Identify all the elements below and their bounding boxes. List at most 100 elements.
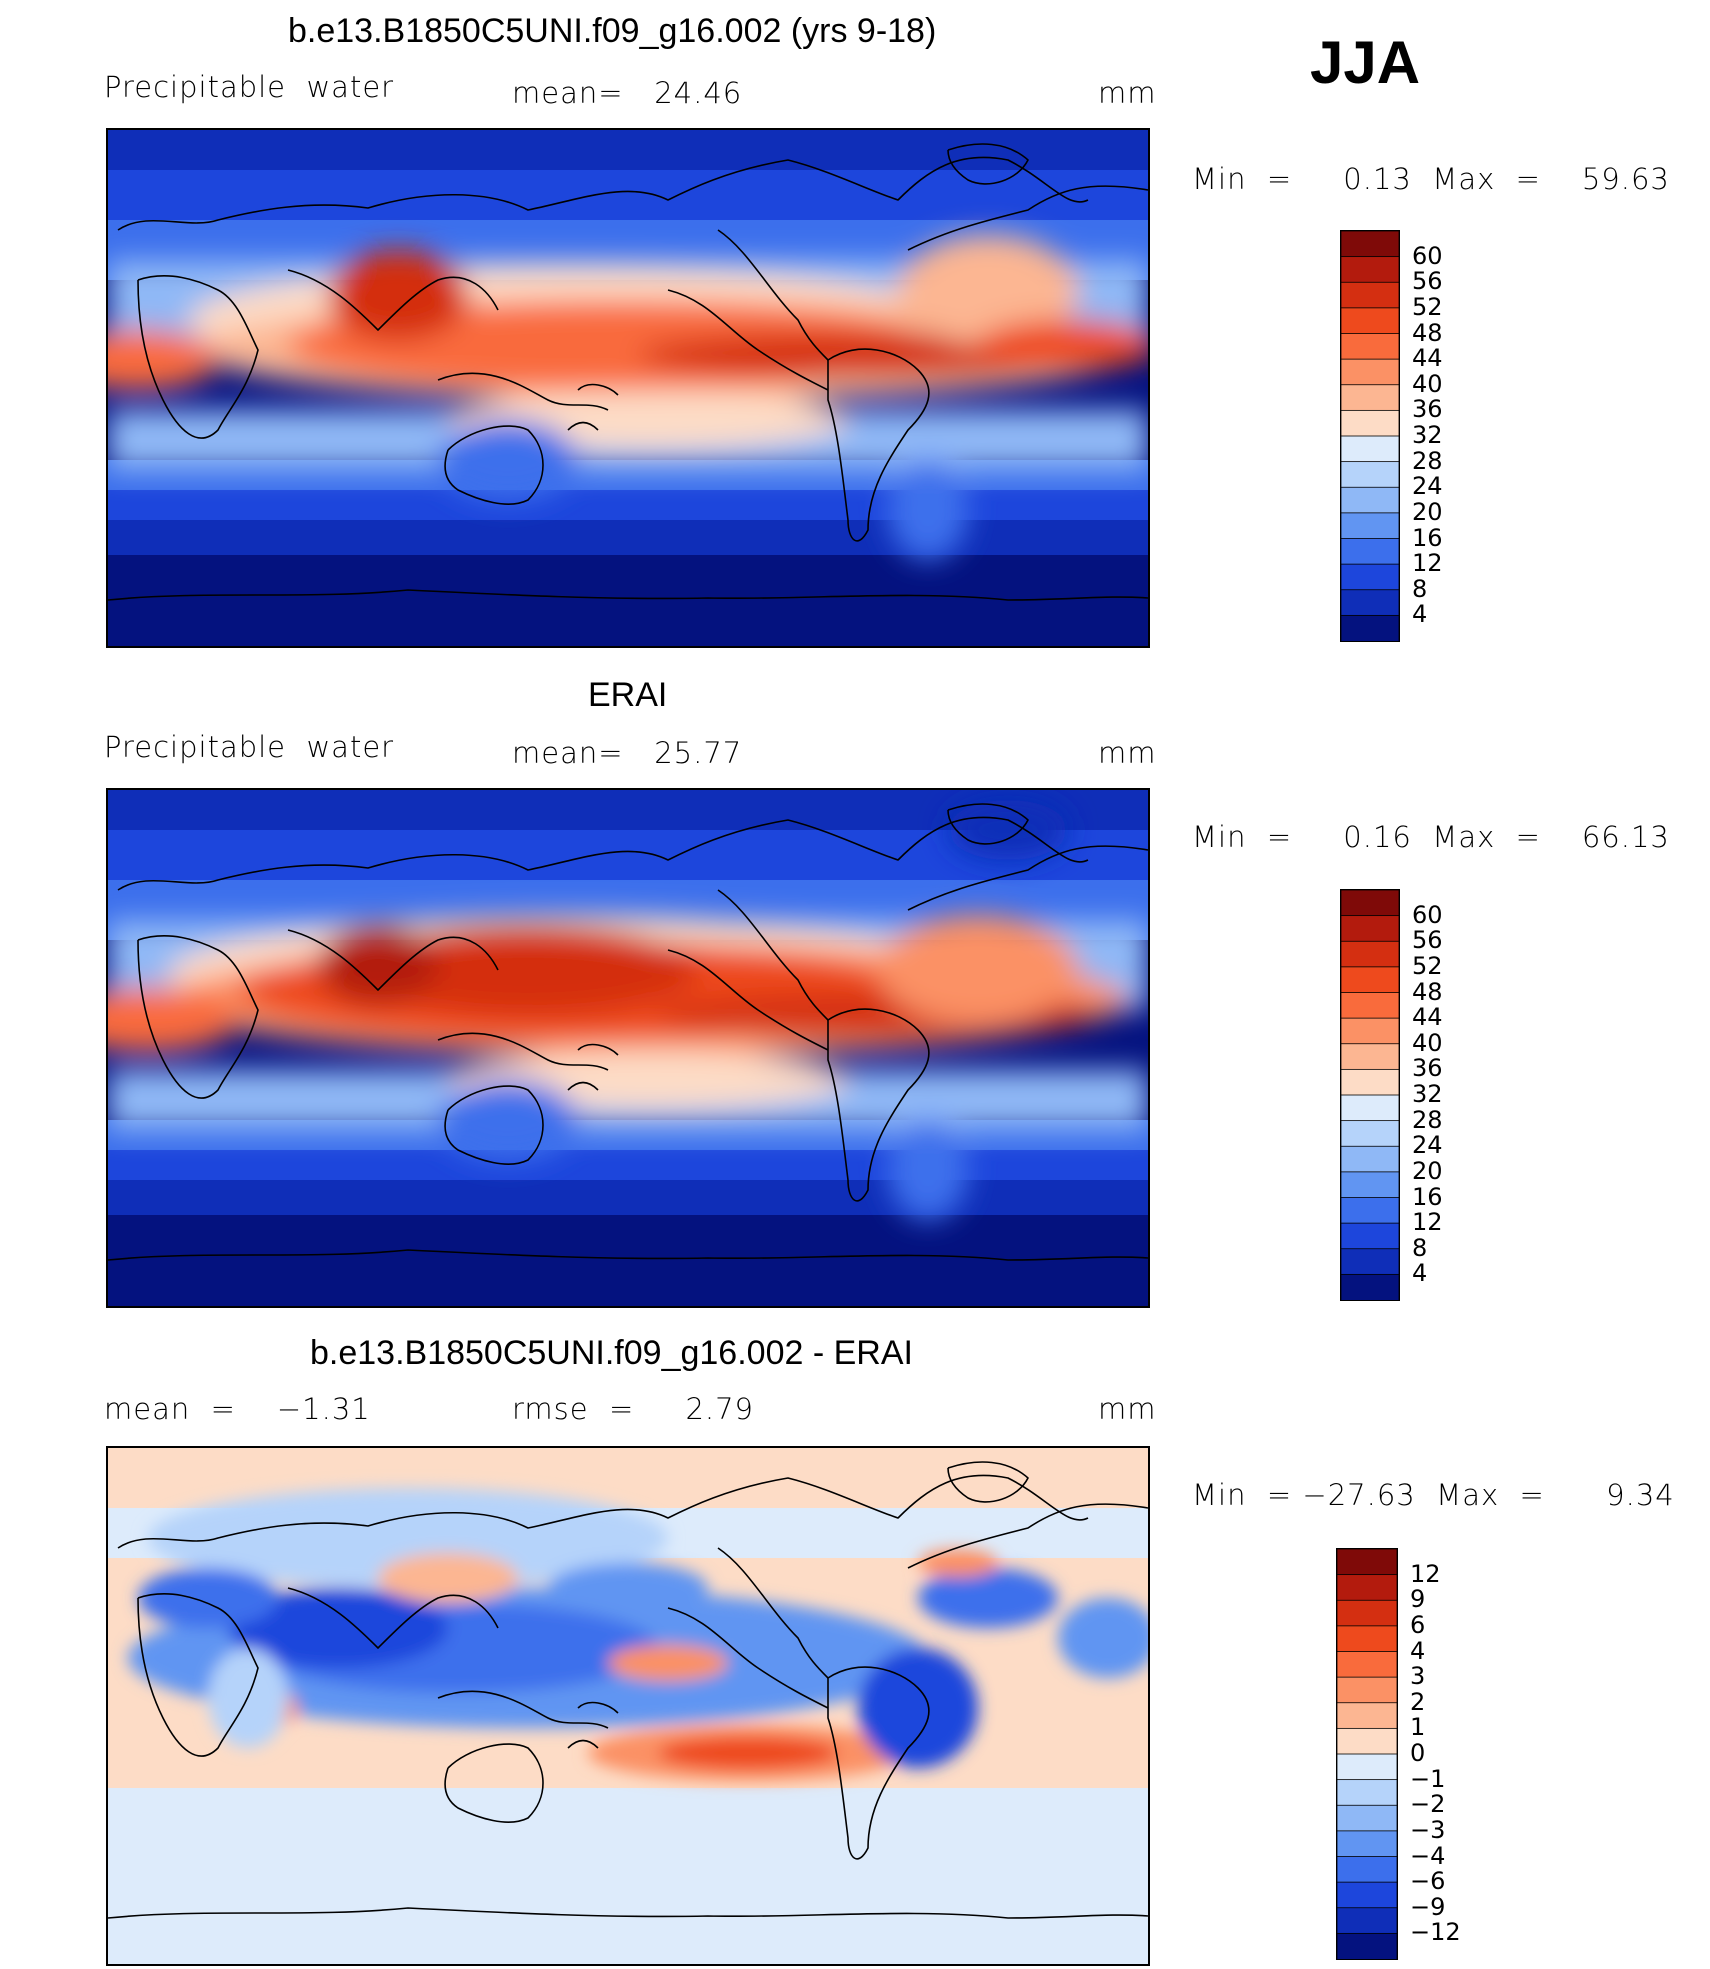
- colorbar-segment: [1337, 1574, 1397, 1602]
- colorbar-tick-label: 28: [1412, 1105, 1443, 1134]
- panel-2-minmax: Min = 0.16 Max = 66.13: [1192, 820, 1670, 854]
- colorbar-segment: [1337, 1830, 1397, 1858]
- colorbar-segment: [1341, 435, 1399, 463]
- colorbar-tick-label: 24: [1412, 472, 1443, 501]
- colorbar-segment: [1341, 940, 1399, 968]
- colorbar-segment: [1341, 307, 1399, 335]
- panel-2-mean-label: mean= 25.77: [512, 736, 743, 770]
- colorbar-tick-label: 1: [1410, 1713, 1426, 1742]
- colorbar-segment: [1341, 966, 1399, 994]
- colorbar-segment: [1337, 1753, 1397, 1781]
- colorbar-segment: [1337, 1881, 1397, 1909]
- colorbar-tick-label: 40: [1412, 1028, 1443, 1057]
- colorbar-tick-label: 2: [1410, 1687, 1426, 1716]
- colorbar-tick-label: 12: [1412, 1208, 1443, 1237]
- colorbar-tick-label: −9: [1410, 1892, 1446, 1921]
- colorbar-segment: [1337, 1651, 1397, 1679]
- colorbar-segment: [1341, 384, 1399, 412]
- colorbar-1: [1340, 230, 1400, 642]
- colorbar-segment: [1337, 1856, 1397, 1884]
- panel-1-units: mm: [1098, 76, 1157, 110]
- colorbar-tick-label: 56: [1412, 267, 1443, 296]
- panel-3-minmax: Min = −27.63 Max = 9.34: [1192, 1478, 1675, 1512]
- colorbar-tick-label: 8: [1412, 574, 1428, 603]
- colorbar-tick-label: 52: [1412, 292, 1443, 321]
- season-label: JJA: [1310, 29, 1421, 96]
- colorbar-tick-label: 48: [1412, 977, 1443, 1006]
- colorbar-tick-label: 16: [1412, 1182, 1443, 1211]
- colorbar-tick-label: 20: [1412, 497, 1443, 526]
- panel-2-variable-label: Precipitable water: [104, 730, 395, 764]
- colorbar-tick-label: 4: [1412, 1259, 1428, 1288]
- panel-3-units: mm: [1098, 1392, 1157, 1426]
- colorbar-segment: [1341, 1068, 1399, 1096]
- colorbar-segment: [1341, 890, 1399, 917]
- colorbar-segment: [1341, 486, 1399, 514]
- colorbar-segment: [1341, 1248, 1399, 1276]
- colorbar-segment: [1337, 1932, 1397, 1959]
- colorbar-tick-label: −2: [1410, 1790, 1446, 1819]
- colorbar-segment: [1341, 915, 1399, 943]
- colorbar-segment: [1341, 1171, 1399, 1199]
- colorbar-segment: [1341, 1120, 1399, 1148]
- colorbar-segment: [1341, 461, 1399, 489]
- colorbar-segment: [1341, 1043, 1399, 1071]
- colorbar-tick-label: −12: [1410, 1918, 1461, 1947]
- panel-2-units: mm: [1098, 736, 1157, 770]
- colorbar-segment: [1341, 1094, 1399, 1122]
- colorbar-tick-label: 36: [1412, 1054, 1443, 1083]
- colorbar-tick-label: 60: [1412, 900, 1443, 929]
- colorbar-tick-label: 4: [1412, 600, 1428, 629]
- colorbar-tick-label: 44: [1412, 344, 1443, 373]
- colorbar-segment: [1341, 1145, 1399, 1173]
- colorbar-tick-label: 28: [1412, 446, 1443, 475]
- colorbar-tick-label: 40: [1412, 369, 1443, 398]
- colorbar-segment: [1341, 409, 1399, 437]
- panel-3-mean-label: mean = −1.31: [104, 1392, 371, 1426]
- colorbar-segment: [1337, 1804, 1397, 1832]
- colorbar-tick-label: 36: [1412, 395, 1443, 424]
- colorbar-tick-label: 32: [1412, 421, 1443, 449]
- model-precipitable-water-map: [106, 128, 1150, 648]
- colorbar-tick-label: 48: [1412, 318, 1443, 347]
- colorbar-3: [1336, 1548, 1398, 1960]
- colorbar-tick-label: 20: [1412, 1156, 1443, 1185]
- colorbar-segment: [1341, 563, 1399, 591]
- colorbar-tick-label: 12: [1410, 1559, 1441, 1588]
- colorbar-segment: [1341, 231, 1399, 258]
- colorbar-tick-label: −1: [1410, 1764, 1446, 1793]
- colorbar-segment: [1341, 512, 1399, 540]
- colorbar-segment: [1341, 333, 1399, 361]
- colorbar-tick-label: 12: [1412, 549, 1443, 578]
- colorbar-segment: [1341, 992, 1399, 1020]
- colorbar-segment: [1341, 256, 1399, 284]
- colorbar-segment: [1341, 589, 1399, 617]
- colorbar-segment: [1341, 1222, 1399, 1250]
- colorbar-2: [1340, 889, 1400, 1301]
- colorbar-segment: [1337, 1676, 1397, 1704]
- colorbar-tick-label: 44: [1412, 1003, 1443, 1032]
- colorbar-segment: [1337, 1625, 1397, 1653]
- panel-1-title: b.e13.B1850C5UNI.f09_g16.002 (yrs 9-18): [288, 12, 937, 50]
- colorbar-tick-label: 56: [1412, 926, 1443, 955]
- colorbar-segment: [1337, 1907, 1397, 1935]
- panel-3-rmse-label: rmse = 2.79: [512, 1392, 755, 1426]
- colorbar-segment: [1341, 281, 1399, 309]
- colorbar-segment: [1337, 1549, 1397, 1576]
- colorbar-segment: [1337, 1727, 1397, 1755]
- colorbar-segment: [1341, 358, 1399, 386]
- colorbar-tick-label: 4: [1410, 1636, 1426, 1665]
- panel-1-mean-label: mean= 24.46: [512, 76, 743, 110]
- colorbar-tick-label: 16: [1412, 523, 1443, 552]
- colorbar-segment: [1337, 1702, 1397, 1730]
- colorbar-tick-label: −6: [1410, 1867, 1446, 1896]
- colorbar-segment: [1341, 1017, 1399, 1045]
- colorbar-tick-label: 9: [1410, 1585, 1426, 1614]
- colorbar-tick-label: −3: [1410, 1815, 1446, 1844]
- panel-2-title: ERAI: [588, 676, 668, 714]
- panel-1-variable-label: Precipitable water: [104, 70, 395, 104]
- colorbar-tick-label: 52: [1412, 951, 1443, 980]
- colorbar-segment: [1341, 1273, 1399, 1300]
- difference-precipitable-water-map: [106, 1446, 1150, 1966]
- colorbar-segment: [1341, 614, 1399, 641]
